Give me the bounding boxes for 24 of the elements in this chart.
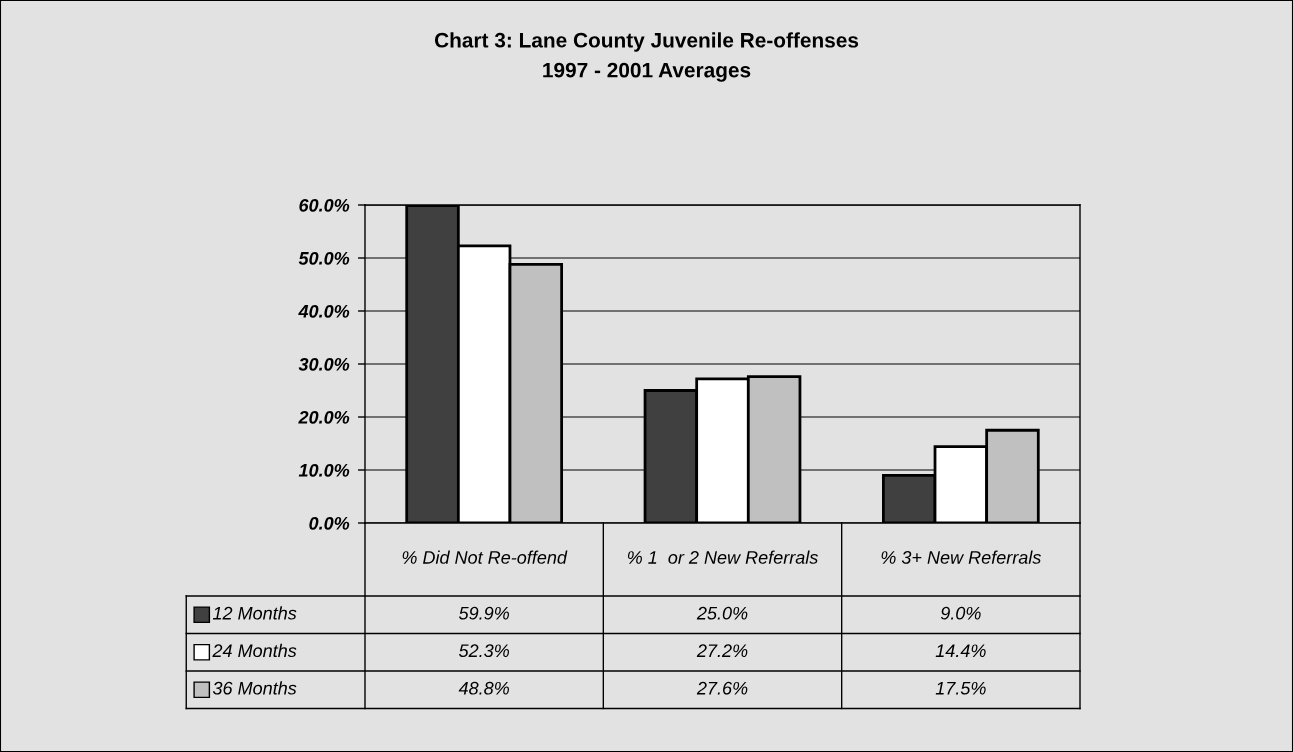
- legend-label: 12 Months: [212, 606, 297, 620]
- data-label: 17.5%: [935, 681, 986, 695]
- chart-subtitle: 1997 - 2001 Averages: [543, 62, 751, 82]
- legend-label: 24 Months: [212, 643, 297, 658]
- data-label: 52.3%: [458, 644, 509, 658]
- data-label: 27.2%: [696, 644, 748, 658]
- data-label: 59.9%: [458, 606, 509, 620]
- chart-title: Chart 3: Lane County Juvenile Re-offenses: [434, 32, 859, 52]
- y-tick-label: 10.0%: [298, 463, 350, 477]
- data-label: 14.4%: [935, 644, 986, 658]
- legend-label: 36 Months: [212, 681, 297, 695]
- x-tick-label: % Did Not Re-offend: [402, 550, 568, 564]
- y-tick-label: 0.0%: [309, 516, 350, 530]
- data-label: 48.8%: [458, 681, 509, 695]
- y-tick-label: 30.0%: [298, 357, 350, 371]
- y-tick-label: 20.0%: [298, 410, 350, 424]
- y-tick-label: 40.0%: [298, 304, 350, 318]
- data-label: 9.0%: [940, 606, 981, 620]
- x-tick-label: % 1 or 2 New Referrals: [627, 550, 818, 564]
- y-tick-label: 50.0%: [298, 251, 350, 265]
- data-label: 27.6%: [696, 681, 748, 695]
- y-tick-label: 60.0%: [299, 198, 350, 212]
- x-tick-label: % 3+ New Referrals: [881, 550, 1041, 564]
- data-label: 25.0%: [696, 606, 748, 620]
